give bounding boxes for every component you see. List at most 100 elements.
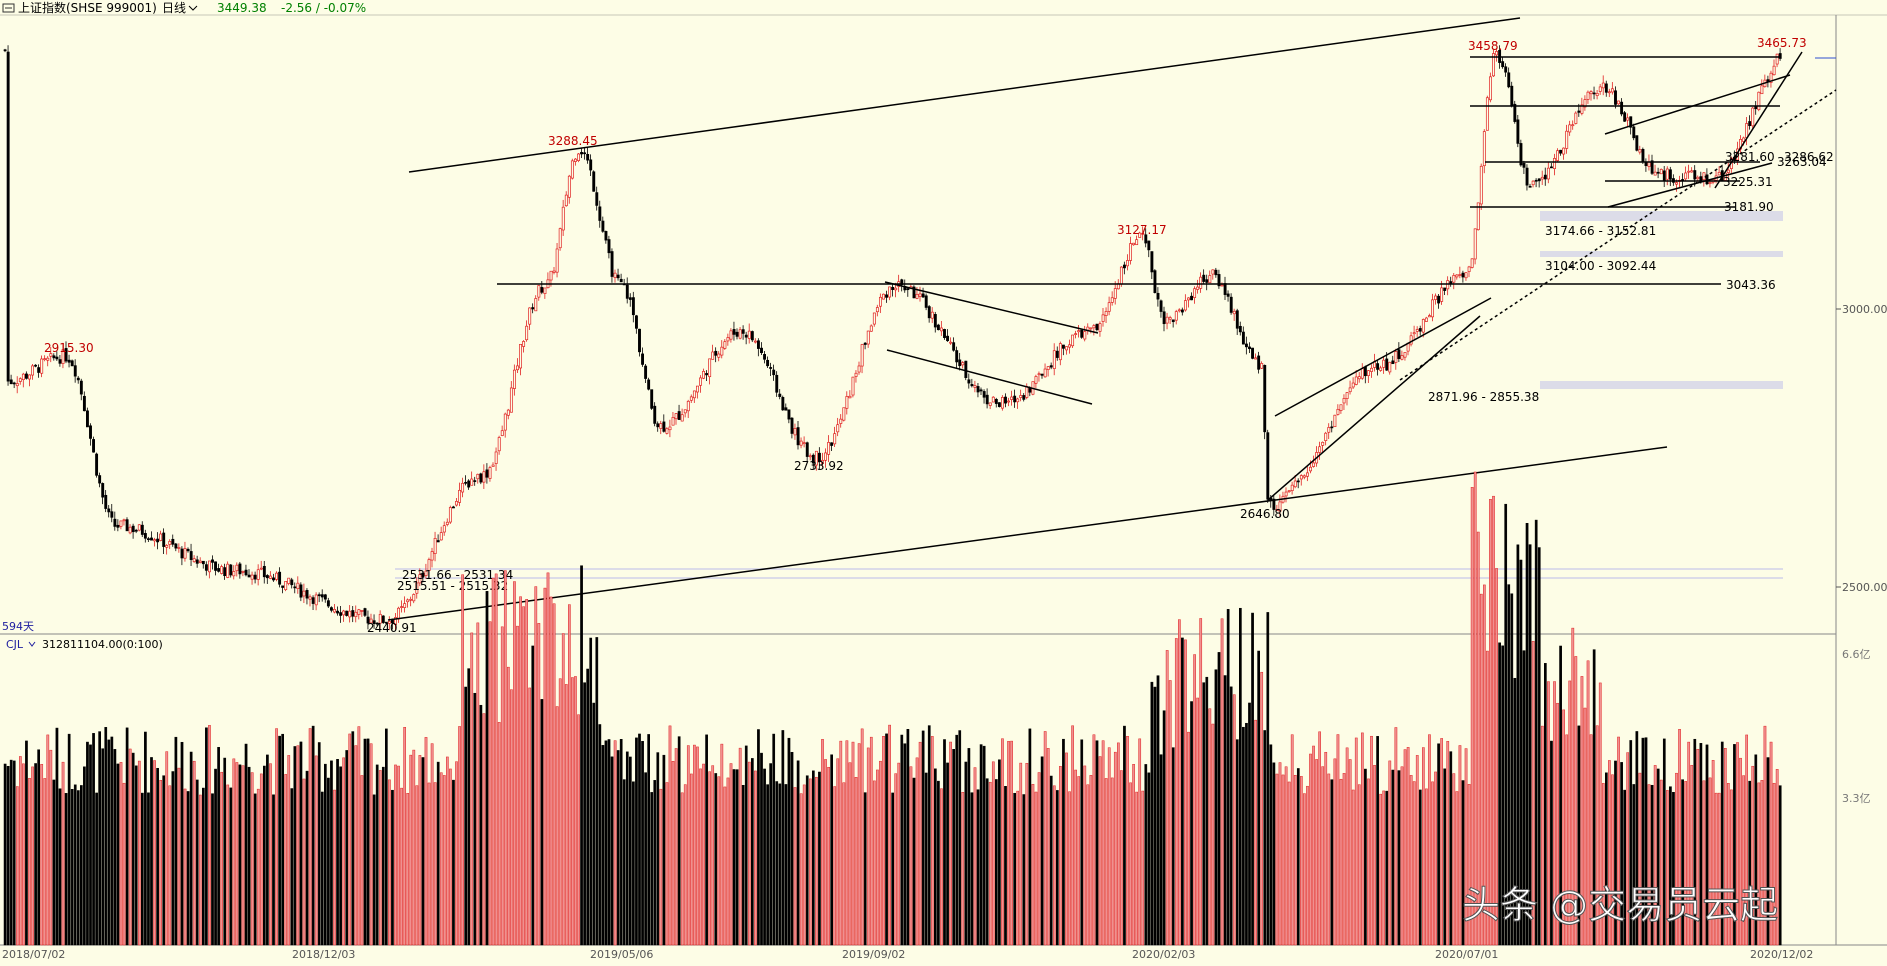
volume-bar — [275, 728, 278, 946]
volume-bar — [1016, 790, 1020, 946]
candle-body — [912, 286, 916, 299]
candle-body — [1690, 170, 1694, 173]
volume-bar — [40, 764, 44, 946]
candle-body — [939, 327, 943, 332]
volume-bar — [1568, 680, 1572, 946]
candle-body — [400, 606, 404, 608]
candle-body — [973, 385, 977, 388]
candle-body — [1708, 182, 1712, 184]
period-chevron-down-icon[interactable] — [188, 5, 198, 11]
candle-body — [1455, 274, 1459, 278]
candle-body — [805, 442, 809, 457]
volume-bar — [766, 784, 769, 946]
volume-bar — [449, 768, 452, 946]
candle-body — [226, 563, 230, 578]
candle-body — [1693, 170, 1697, 180]
candle-body — [516, 365, 519, 371]
candle-body — [3, 49, 7, 52]
volume-bar — [1513, 677, 1517, 946]
candle-body — [1583, 99, 1587, 108]
volume-indicator-name[interactable]: CJL — [6, 638, 24, 651]
candle-body — [1510, 85, 1514, 106]
volume-bar — [1208, 708, 1212, 946]
volume-bar — [1687, 741, 1691, 946]
candle-body — [485, 469, 489, 478]
candle-body — [689, 396, 693, 401]
candle-body — [1748, 121, 1752, 127]
watermark: 头条 @交易员云起 — [1462, 883, 1778, 927]
candle-body — [1299, 475, 1303, 480]
candle-body — [1757, 91, 1761, 111]
volume-bar — [1196, 697, 1200, 946]
candle-body — [555, 248, 559, 273]
gap-band-3104 — [1540, 251, 1783, 257]
candle-body — [705, 373, 709, 376]
volume-bar — [540, 699, 544, 946]
volume-bar — [1361, 732, 1364, 946]
candle-body — [1549, 166, 1553, 169]
volume-bar — [1507, 584, 1511, 946]
candle-body — [131, 525, 135, 533]
volume-bar — [144, 731, 147, 946]
candle-body — [1528, 185, 1532, 188]
volume-bar — [1498, 642, 1501, 946]
candle-body — [1046, 366, 1050, 370]
candle-body — [1397, 349, 1401, 359]
candle-body — [82, 395, 86, 412]
date-label-3: 2019/09/02 — [842, 948, 905, 961]
volume-bar — [1617, 736, 1620, 946]
candle-body — [186, 548, 190, 552]
candle-body — [25, 373, 28, 379]
volume-bar — [150, 757, 153, 946]
candle-body — [92, 439, 95, 453]
candle-body — [1153, 270, 1157, 293]
candle-body — [1211, 269, 1215, 275]
candle-body — [671, 417, 675, 426]
candle-body — [1150, 251, 1154, 273]
volume-bar — [1476, 531, 1480, 946]
volume-bar — [1467, 784, 1471, 946]
volume-bar — [568, 604, 571, 946]
period-selector[interactable]: 日线 — [162, 1, 186, 15]
triangle-upper-line — [884, 281, 1099, 334]
volume-header: CJL 312811104.00(0:100) — [6, 638, 163, 651]
chart-window-icon[interactable] — [2, 3, 15, 13]
candle-body — [567, 175, 571, 198]
volume-bar — [1062, 738, 1065, 946]
candle-body — [1482, 131, 1486, 167]
volume-bar — [882, 736, 885, 946]
volume-bar — [662, 754, 666, 946]
volume-bar — [1220, 618, 1224, 946]
volume-bar — [961, 792, 965, 946]
candle-body — [1287, 490, 1291, 493]
volume-bar — [1178, 619, 1181, 946]
candle-body — [165, 545, 169, 548]
volume-bar — [775, 781, 779, 946]
candle-body — [1366, 370, 1370, 376]
candle-body — [1553, 158, 1556, 169]
candle-body — [561, 206, 565, 231]
volume-bar — [577, 714, 580, 946]
volume-bar — [1699, 743, 1703, 946]
candle-body — [1391, 360, 1395, 365]
candle-body — [857, 365, 861, 373]
candle-body — [494, 451, 498, 464]
candle-body — [455, 501, 458, 506]
indicator-chevron-down-icon[interactable] — [28, 641, 36, 647]
volume-bar — [1074, 769, 1078, 946]
candle-body — [1675, 182, 1678, 185]
volume-bar — [171, 771, 175, 946]
volume-bar — [1598, 682, 1602, 946]
candle-body — [162, 532, 166, 547]
candle-body — [1458, 274, 1462, 276]
candle-body — [293, 586, 297, 589]
candle-body — [433, 538, 437, 554]
volume-bar — [186, 791, 190, 946]
volume-bar — [894, 773, 898, 946]
candle-body — [949, 341, 953, 344]
candle-body — [452, 506, 455, 509]
volume-bar — [1745, 734, 1749, 946]
candle-body — [241, 571, 245, 573]
volume-bar — [1281, 774, 1285, 946]
